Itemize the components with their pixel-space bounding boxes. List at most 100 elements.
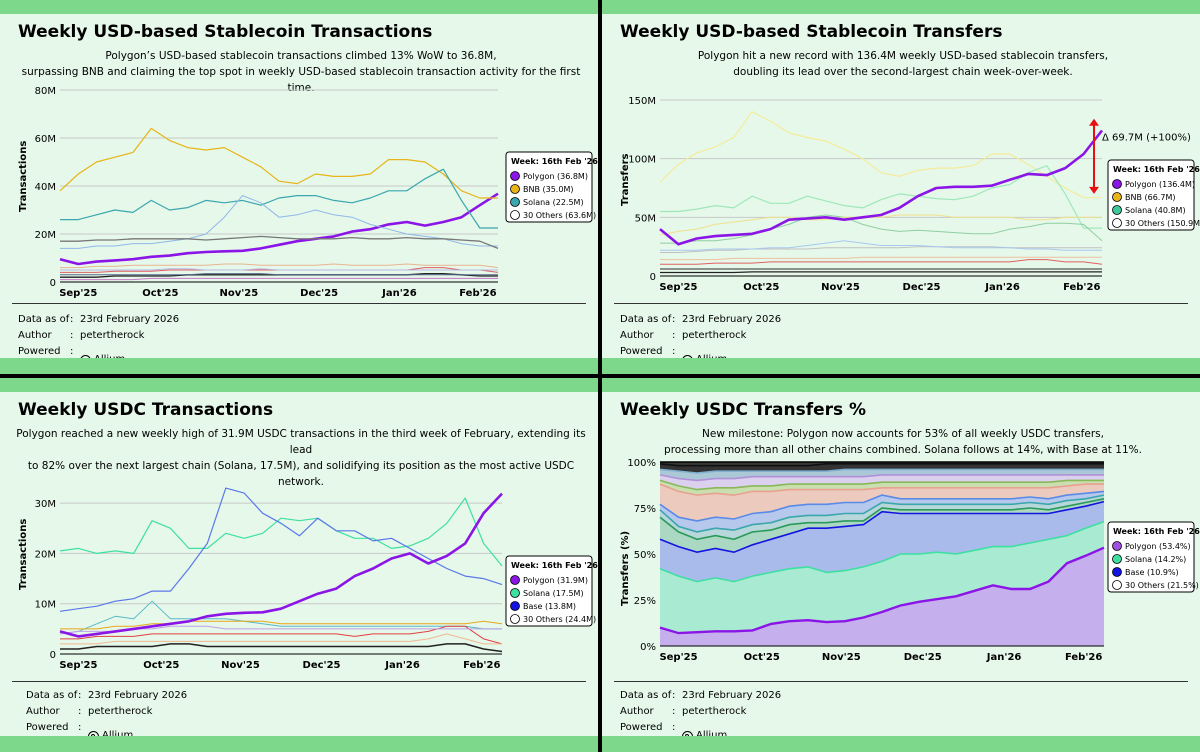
data-as-of-value: 23rd February 2026 xyxy=(682,314,782,325)
panel-bottom-bar xyxy=(0,736,598,752)
delta-annotation: Δ 69.7M (+100%) xyxy=(1102,132,1191,143)
legend-marker xyxy=(510,210,520,220)
subtitle-line: Polygon reached a new weekly high of 31.… xyxy=(16,428,586,456)
panel-title: Weekly USDC Transactions xyxy=(18,400,274,420)
legend-entry: 30 Others (150.9M) xyxy=(1125,219,1200,228)
y-tick-label: 50% xyxy=(634,550,656,561)
panel-usd-transactions: Weekly USD-based Stablecoin Transactions… xyxy=(0,0,598,374)
legend-entry: BNB (66.7M) xyxy=(1125,193,1175,202)
legend-marker xyxy=(1112,218,1122,228)
legend: Week: 16th Feb '26 Polygon (136.4M) BNB (6… xyxy=(1107,159,1200,231)
series-line-other-c xyxy=(659,490,1105,522)
legend-entry: Polygon (36.8M) xyxy=(523,172,588,181)
legend-marker xyxy=(510,184,520,194)
legend-entry: Polygon (53.4%) xyxy=(1125,542,1191,551)
panel-usd-transfers: Weekly USD-based Stablecoin Transfers Po… xyxy=(602,0,1200,374)
legend-marker xyxy=(510,614,520,624)
x-tick-label: Oct'25 xyxy=(744,652,780,663)
y-tick-label: 75% xyxy=(634,504,656,515)
footer-colon: : xyxy=(70,346,74,357)
panel-subtitle: New milestone: Polygon now accounts for … xyxy=(614,426,1192,458)
legend-entry: Solana (17.5M) xyxy=(523,589,584,598)
separator xyxy=(614,303,1188,304)
series-line-other-f xyxy=(659,474,1104,482)
legend-marker xyxy=(510,601,520,611)
legend-entry: Solana (22.5M) xyxy=(523,198,584,207)
y-tick-label: 10M xyxy=(35,600,56,611)
chart-usdc-transactions: 0 10M 20M 30M Sep'25 Oct'25 Nov'25 Dec'25 Jan'26… xyxy=(35,487,598,671)
footer-label: Data as of xyxy=(18,314,70,325)
footer-colon: : xyxy=(78,690,82,701)
series-line-other-f xyxy=(60,272,498,278)
separator xyxy=(614,681,1188,682)
legend-marker xyxy=(1112,179,1122,189)
subtitle-line: to 82% over the next largest chain (Sola… xyxy=(27,460,575,488)
footer-colon: : xyxy=(672,690,676,701)
area-polygon xyxy=(660,547,1104,646)
series-line-other-d xyxy=(660,240,1102,251)
legend: Week: 16th Feb '26 Polygon (36.8M) BNB (35… xyxy=(505,151,598,223)
y-axis-title: Transactions xyxy=(18,518,29,590)
series-line-other-e xyxy=(60,633,502,645)
series-line-other-d xyxy=(659,483,1104,496)
legend-marker xyxy=(1112,554,1122,564)
series-line-other-b xyxy=(659,494,1105,533)
series-line-solana xyxy=(659,520,1105,583)
series-line-other-f xyxy=(60,643,503,653)
x-tick-label: Feb'26 xyxy=(1065,652,1102,663)
legend-entry: Polygon (136.4M) xyxy=(1125,180,1195,189)
x-tick-label: Jan'26 xyxy=(384,660,420,671)
legend-marker xyxy=(510,575,520,585)
panel-title: Weekly USD-based Stablecoin Transfers xyxy=(620,22,1003,42)
series-line-other-g xyxy=(659,468,1104,474)
x-tick-label: Sep'25 xyxy=(59,288,97,299)
legend-entry: 30 Others (24.4M) xyxy=(523,615,596,624)
legend-entry: Solana (14.2%) xyxy=(1125,555,1186,564)
legend-entry: Base (13.8M) xyxy=(523,602,576,611)
delta-arrow-head-up xyxy=(1089,118,1099,126)
footer-colon: : xyxy=(78,706,82,717)
series-line-other-c xyxy=(60,625,503,645)
y-axis-title: Transfers xyxy=(620,153,631,207)
y-tick-label: 150M xyxy=(628,96,656,107)
y-tick-label: 0% xyxy=(640,642,656,653)
footer-colon: : xyxy=(672,722,676,733)
y-tick-label: 100M xyxy=(628,155,656,166)
panel-top-bar xyxy=(602,0,1200,14)
chart-usd-transactions: 0 20M 40M 60M 80M Sep'25 Oct'25 Nov'25 Dec'25 Jan… xyxy=(35,86,598,299)
series-line-other-c xyxy=(60,263,499,269)
allium-name: Allium xyxy=(696,728,727,744)
series-line-other-e xyxy=(660,259,1103,265)
legend-marker xyxy=(1112,205,1122,215)
footer-colon: : xyxy=(672,330,676,341)
series-line-other-h xyxy=(659,463,1104,467)
legend-title: Week: 16th Feb '26 xyxy=(1113,165,1200,174)
legend: Week: 16th Feb '26 Polygon (31.9M) Solana … xyxy=(505,555,598,627)
series-line-other-h xyxy=(660,271,1102,274)
legend-title: Week: 16th Feb '26 xyxy=(511,561,598,570)
x-tick-label: Nov'25 xyxy=(821,282,860,293)
subtitle-line: surpassing BNB and claiming the top spot… xyxy=(21,66,581,94)
y-tick-label: 60M xyxy=(35,134,56,145)
x-tick-label: Sep'25 xyxy=(659,652,697,663)
x-tick-label: Dec'25 xyxy=(903,282,941,293)
panel-subtitle: Polygon hit a new record with 136.4M wee… xyxy=(614,48,1192,80)
series-line-other-a xyxy=(59,600,502,635)
footer-label: Author xyxy=(620,330,654,341)
x-tick-label: Oct'25 xyxy=(143,660,179,671)
subtitle-line: processing more than all other chains co… xyxy=(664,444,1142,456)
x-tick-label: Feb'26 xyxy=(463,660,500,671)
y-tick-label: 25% xyxy=(634,596,656,607)
legend-marker xyxy=(1112,541,1122,551)
legend-entry: Solana (40.8M) xyxy=(1125,206,1186,215)
legend-title: Week: 16th Feb '26 xyxy=(511,157,598,166)
x-tick-label: Dec'25 xyxy=(300,288,338,299)
chart-usdc-transfers-pct: 0% 25% 50% 75% 100% Sep'25 Oct'25 Nov'25 Dec'25 J… xyxy=(627,458,1200,663)
panel-subtitle: Polygon reached a new weekly high of 31.… xyxy=(12,426,590,490)
y-tick-label: 20M xyxy=(35,230,56,241)
x-tick-label: Feb'26 xyxy=(1063,282,1100,293)
footer-label: Data as of xyxy=(620,690,672,701)
panel-top-bar xyxy=(0,0,598,14)
delta-arrow-head-down xyxy=(1089,186,1099,194)
legend-entry: 30 Others (63.6M) xyxy=(523,211,596,220)
